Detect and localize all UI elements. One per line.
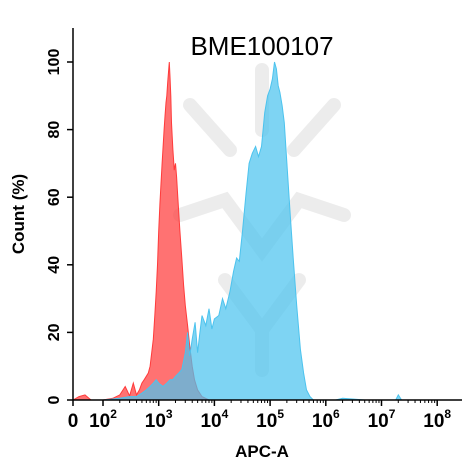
x-ticks: 0 102 103 104 105 106 107 108	[68, 400, 451, 432]
y-tick-label: 60	[46, 188, 63, 206]
x-tick-label: 102	[89, 407, 117, 432]
x-tick-label: 105	[256, 407, 284, 432]
series-line-2	[73, 61, 438, 401]
y-tick-label: 0	[46, 395, 63, 404]
chart-title: BME100107	[190, 31, 333, 61]
y-ticks: 0 20 40 60 80 100	[46, 49, 73, 404]
y-tick-label: 80	[46, 121, 63, 139]
y-tick-label: 40	[46, 256, 63, 274]
series-area-2	[73, 62, 438, 400]
plot-area	[72, 61, 438, 401]
x-tick-label: 106	[312, 407, 340, 432]
x-tick-label: 107	[368, 407, 396, 432]
y-tick-label: 20	[46, 323, 63, 341]
x-tick-label: 103	[145, 407, 173, 432]
x-tick-label: 108	[423, 407, 451, 432]
y-tick-label: 100	[46, 49, 63, 76]
series-line-1	[72, 61, 326, 401]
y-axis-label: Count (%)	[9, 174, 28, 254]
x-tick-label: 104	[200, 407, 228, 432]
x-tick-label: 0	[68, 411, 79, 432]
x-axis-label: APC-A	[235, 442, 289, 461]
